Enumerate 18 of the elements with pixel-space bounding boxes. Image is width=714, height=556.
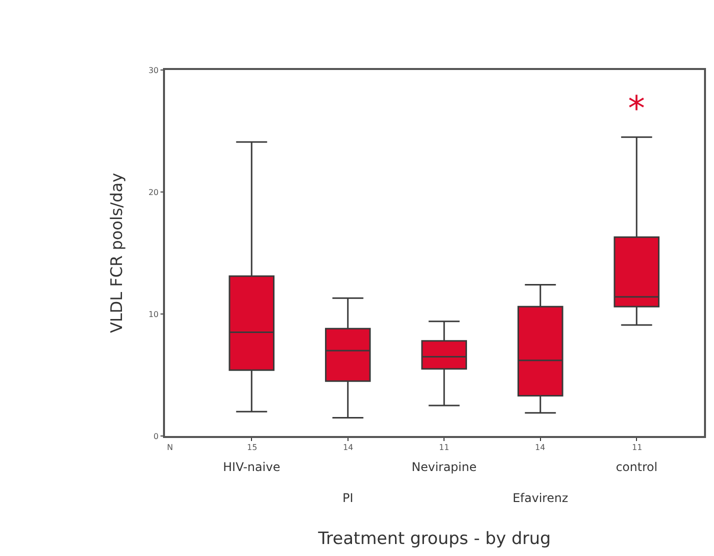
x-tick-label: Efavirenz: [512, 490, 568, 505]
x-tick-label: PI: [342, 490, 354, 505]
text: N: [167, 443, 173, 452]
text: 11: [632, 443, 642, 452]
y-axis-title: VLDL FCR pools/day: [106, 172, 126, 334]
annotation: *: [628, 89, 645, 129]
x-tick-label: Nevirapine: [412, 460, 477, 474]
text: 15: [247, 443, 258, 452]
x-tick-label: HIV-naive: [223, 460, 280, 474]
text: 11: [439, 443, 450, 452]
x-axis-title: Treatment groups - by drug: [317, 528, 551, 549]
text: 14: [343, 443, 354, 452]
y-tick-label: 20: [148, 188, 159, 197]
y-tick-label: 10: [148, 310, 159, 319]
x-tick-label: control: [616, 460, 658, 474]
y-tick-label: 30: [148, 66, 159, 75]
y-tick-label: 0: [154, 432, 159, 441]
text: 14: [535, 443, 546, 452]
